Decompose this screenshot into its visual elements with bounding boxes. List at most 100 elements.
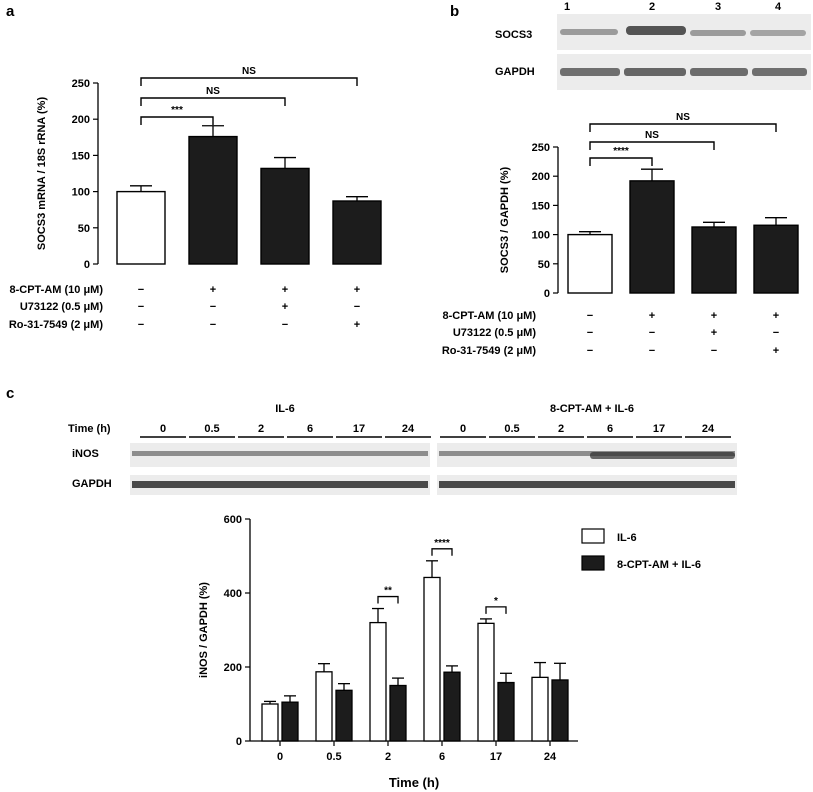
blot-b-row-gapdh: GAPDH	[495, 66, 535, 78]
bar	[551, 679, 569, 742]
y-tick-label: 150	[532, 200, 550, 212]
y-tick-label: 100	[532, 230, 550, 242]
bar	[332, 200, 382, 265]
blot-b-band	[750, 30, 806, 36]
bar	[369, 621, 387, 742]
y-tick-label: 150	[72, 150, 90, 162]
bar	[335, 689, 353, 742]
bar	[443, 671, 461, 742]
y-tick-label: 200	[532, 171, 550, 183]
treatment-sign: −	[210, 319, 216, 331]
y-tick-label: 50	[538, 259, 550, 271]
treatment-sign: +	[649, 310, 655, 322]
blot-c-lane-label: 24	[402, 423, 415, 435]
treatment-sign: −	[210, 301, 216, 313]
legend-swatch-il6	[581, 528, 605, 544]
significance-label: NS	[206, 86, 220, 97]
blot-c-band	[132, 451, 428, 456]
treatment-sign: −	[354, 301, 360, 313]
significance-label: ****	[434, 538, 450, 549]
treatment-sign: −	[649, 345, 655, 357]
significance-bracket	[140, 77, 358, 86]
legend-swatch-cpt	[581, 555, 605, 571]
blot-b: 1 2 3 4 SOCS3 GAPDH	[495, 1, 811, 90]
treatment-sign: +	[282, 284, 288, 296]
significance-bracket	[589, 123, 777, 132]
y-tick-label: 200	[224, 662, 242, 674]
blot-c-row-gapdh: GAPDH	[72, 478, 112, 490]
blot-b-band	[752, 68, 807, 76]
treatment-sign: +	[711, 310, 717, 322]
y-tick-label: 50	[78, 223, 90, 235]
treatment-sign: −	[649, 327, 655, 339]
significance-bracket	[485, 606, 507, 614]
bar	[260, 167, 310, 265]
x-tick-label: 0	[277, 751, 283, 763]
treatment-sign: −	[282, 319, 288, 331]
legend-label-il6: IL-6	[617, 532, 637, 544]
treatment-sign: −	[587, 310, 593, 322]
blot-c-band	[439, 481, 735, 488]
panel-b-letter: b	[450, 3, 459, 20]
blot-b-lane-4: 4	[775, 1, 782, 13]
blot-c: IL-6 8-CPT-AM + IL-6 Time (h) iNOS GAPDH…	[68, 403, 737, 495]
blot-b-band	[560, 68, 620, 76]
x-tick-label: 24	[544, 751, 557, 763]
blot-c-row-inos: iNOS	[72, 448, 99, 460]
treatment-sign: −	[711, 345, 717, 357]
blot-b-band	[560, 29, 618, 35]
significance-bracket	[140, 116, 214, 125]
treatment-sign: −	[773, 327, 779, 339]
chart-a: 0 50 100 150 200 250 SOCS3 mRNA / 18S rRNA (%)…	[36, 66, 382, 271]
blot-c-lane-label: 17	[353, 423, 365, 435]
blot-b-band	[690, 30, 746, 36]
y-tick-label: 0	[236, 736, 242, 748]
blot-c-lane-label: 6	[607, 423, 613, 435]
blot-c-lane-label: 0.5	[504, 423, 519, 435]
treatment-label: Ro-31-7549 (2 μM)	[9, 319, 103, 331]
chart-c: 0 200 400 600 iNOS / GAPDH (%) Time (h) 0 0.5 2 6…	[198, 514, 578, 790]
y-tick-label: 600	[224, 514, 242, 526]
blot-b-band	[690, 68, 748, 76]
significance-label: NS	[645, 130, 659, 141]
bar	[315, 671, 333, 742]
significance-bracket	[589, 157, 653, 166]
bar	[423, 576, 441, 742]
x-tick-label: 17	[490, 751, 502, 763]
treatment-sign: +	[282, 301, 288, 313]
x-tick-label: 2	[385, 751, 391, 763]
blot-b-band	[626, 26, 686, 35]
blot-b-lane-2: 2	[649, 1, 655, 13]
significance-label: NS	[676, 112, 690, 123]
treatment-label: U73122 (0.5 μM)	[453, 327, 536, 339]
significance-bracket	[377, 595, 399, 604]
blot-b-lane-3: 3	[715, 1, 721, 13]
blot-b-lane-1: 1	[564, 1, 570, 13]
x-tick-label: 0.5	[326, 751, 341, 763]
blot-c-lane-label: 0.5	[204, 423, 219, 435]
blot-c-lane-label: 24	[702, 423, 715, 435]
significance-label: NS	[242, 66, 256, 77]
treatment-sign: +	[711, 327, 717, 339]
significance-bracket	[431, 548, 453, 556]
y-tick-label: 250	[72, 78, 90, 90]
treatment-sign: −	[138, 301, 144, 313]
bar	[497, 681, 515, 742]
bar	[281, 701, 299, 742]
y-tick-label: 400	[224, 588, 242, 600]
blot-c-lane-label: 2	[558, 423, 564, 435]
treatment-sign: −	[138, 284, 144, 296]
significance-bracket	[140, 97, 286, 106]
blot-c-group-cpt: 8-CPT-AM + IL-6	[550, 403, 634, 415]
bar	[567, 233, 613, 294]
blot-c-lane-label: 6	[307, 423, 313, 435]
treatment-sign: +	[773, 345, 779, 357]
blot-c-lane-label: 2	[258, 423, 264, 435]
bar	[531, 676, 549, 742]
blot-b-band	[624, 68, 686, 76]
y-tick-label: 100	[72, 187, 90, 199]
x-axis-title: Time (h)	[389, 775, 439, 790]
significance-label: ***	[171, 105, 183, 116]
bar	[389, 684, 407, 742]
